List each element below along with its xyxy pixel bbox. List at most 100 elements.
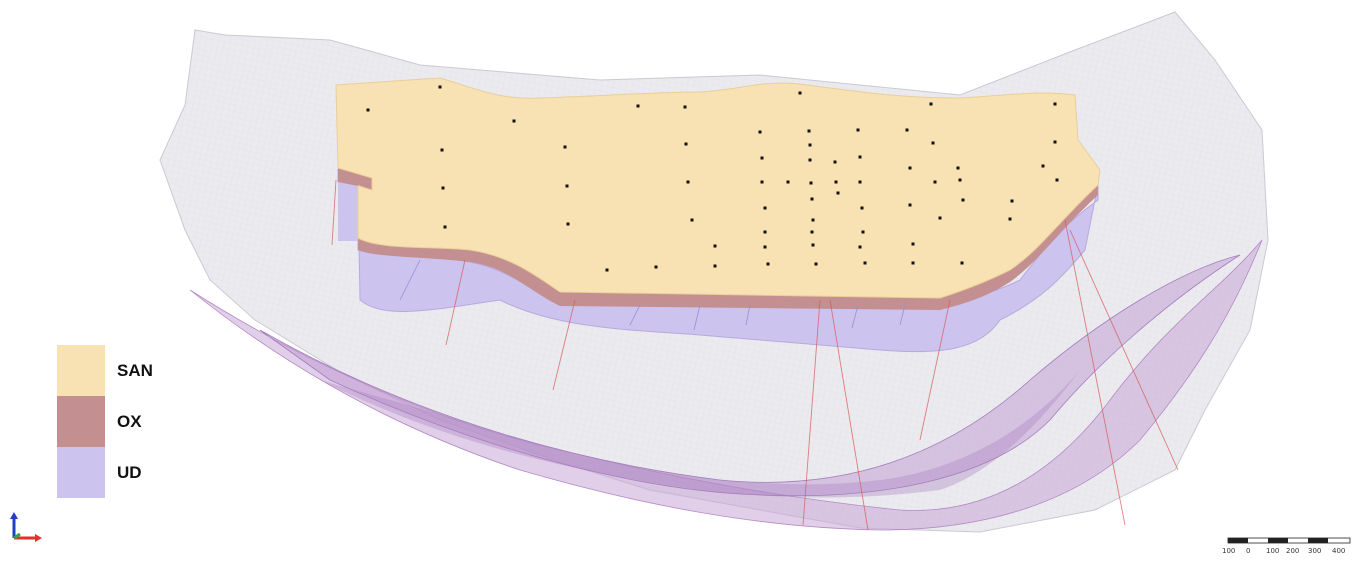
drillhole <box>331 179 337 246</box>
drillhole-collar <box>931 141 935 145</box>
legend-item-ud: UD <box>57 447 187 498</box>
san-layer-top <box>335 77 1101 299</box>
drillhole-collar <box>1053 140 1057 144</box>
drillhole <box>802 299 821 526</box>
drillhole-collar <box>563 145 567 149</box>
drillholes <box>331 179 1179 531</box>
lower-surface-3 <box>320 370 1080 498</box>
drillhole-collar <box>807 129 811 133</box>
legend-swatch-ud <box>57 447 105 498</box>
drillhole <box>1069 229 1179 471</box>
ud-layer-left-flank <box>338 175 358 241</box>
drillhole-collar <box>760 180 764 184</box>
drillhole-collar <box>856 128 860 132</box>
drillhole-collar <box>686 180 690 184</box>
drillhole-collar <box>760 156 764 160</box>
drillhole-collar <box>808 158 812 162</box>
lower-surface-2 <box>259 254 1241 497</box>
drillhole-collar <box>438 85 442 89</box>
drillhole-collar <box>512 119 516 123</box>
drillhole-collar <box>858 155 862 159</box>
drillhole-collar <box>636 104 640 108</box>
drillhole-collar <box>860 206 864 210</box>
drillhole-collar <box>766 262 770 266</box>
drillhole-collar <box>833 160 837 164</box>
drillhole-collar <box>858 180 862 184</box>
scale-bar-graphic <box>1227 537 1351 544</box>
drillhole-collar <box>1041 164 1045 168</box>
drillhole-collar <box>1055 178 1059 182</box>
legend-label-san: SAN <box>117 360 153 380</box>
lower-surface-1 <box>189 239 1263 531</box>
drillhole-collar <box>605 268 609 272</box>
drillhole-collar <box>861 230 865 234</box>
drillhole-collar <box>810 197 814 201</box>
drillhole-collar <box>814 262 818 266</box>
legend-swatch-san <box>57 345 105 396</box>
drillhole-collar <box>836 191 840 195</box>
drillhole-collar <box>441 186 445 190</box>
xyz-axes-icon <box>10 512 42 542</box>
drillhole-collar <box>929 102 933 106</box>
drillhole-collar <box>565 184 569 188</box>
drillhole-collar <box>786 180 790 184</box>
drillhole-collar <box>1053 102 1057 106</box>
drillhole-collar <box>684 142 688 146</box>
legend: SAN OX UD <box>57 345 187 498</box>
drillhole-collar <box>443 225 447 229</box>
drillhole-collar <box>763 245 767 249</box>
drillhole-collar <box>811 243 815 247</box>
drillhole-collar <box>908 166 912 170</box>
legend-item-san: SAN <box>57 345 187 396</box>
scale-label: 400 <box>1332 547 1346 555</box>
drillhole <box>829 299 869 531</box>
drillhole-collar <box>834 180 838 184</box>
scale-label: 0 <box>1246 547 1251 555</box>
legend-swatch-ox <box>57 396 105 447</box>
drillhole <box>552 299 576 391</box>
drillhole-collar <box>961 198 965 202</box>
drillhole-collars <box>366 85 1059 272</box>
legend-label-ud: UD <box>117 462 142 482</box>
drillhole <box>1064 219 1126 526</box>
drillhole-collar <box>713 264 717 268</box>
drillhole-collar <box>911 242 915 246</box>
drillhole-collar <box>798 91 802 95</box>
legend-label-ox: OX <box>117 411 142 431</box>
scale-label: 200 <box>1286 547 1300 555</box>
drillhole-collar <box>1008 217 1012 221</box>
drillhole-collar <box>911 261 915 265</box>
drillhole-collar <box>763 206 767 210</box>
drillhole-collar <box>960 261 964 265</box>
scale-label: 100 <box>1222 547 1236 555</box>
drillhole-traces-body <box>399 259 906 331</box>
drillhole-collar <box>908 203 912 207</box>
drillhole-collar <box>809 181 813 185</box>
drillhole-collar <box>440 148 444 152</box>
drillhole <box>919 299 951 441</box>
drillhole-collar <box>566 222 570 226</box>
drillhole-collar <box>763 230 767 234</box>
ox-layer-band <box>338 168 1098 310</box>
drillhole-collar <box>713 244 717 248</box>
drillhole-collar <box>863 261 867 265</box>
drillhole-collar <box>811 218 815 222</box>
drillhole-collar <box>905 128 909 132</box>
drillhole-collar <box>654 265 658 269</box>
drillhole-collar <box>758 130 762 134</box>
drillhole-collar <box>933 180 937 184</box>
drillhole-collar <box>956 166 960 170</box>
drillhole-collar <box>808 143 812 147</box>
drillhole-collar <box>858 245 862 249</box>
drillhole <box>445 259 466 346</box>
drillhole-collar <box>938 216 942 220</box>
scale-bar: 100 0 100 200 300 400 <box>1222 535 1352 559</box>
scale-label: 300 <box>1308 547 1322 555</box>
drillhole-collar <box>690 218 694 222</box>
drillhole-collar <box>683 105 687 109</box>
drillhole-collar <box>1010 199 1014 203</box>
drillhole-collar <box>366 108 370 112</box>
drillhole-collar <box>958 178 962 182</box>
scale-label: 100 <box>1266 547 1280 555</box>
